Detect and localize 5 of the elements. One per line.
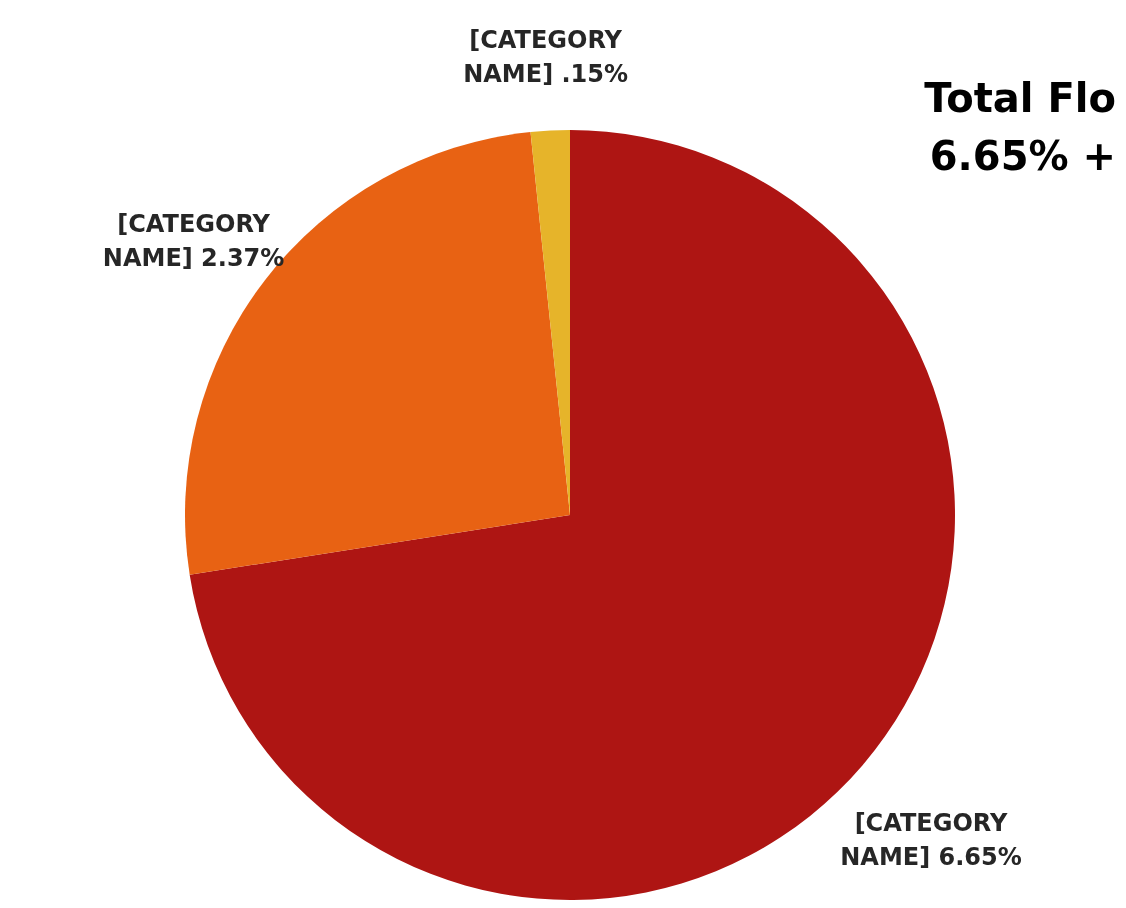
text: 6.65% + [929, 133, 1116, 179]
slice-label: [CATEGORY NAME] 2.37% [102, 210, 285, 273]
slice-label: [CATEGORY NAME] .15% [463, 25, 629, 88]
text: Total Flo [924, 75, 1116, 121]
slice-label: [CATEGORY NAME] 6.65% [840, 808, 1022, 871]
